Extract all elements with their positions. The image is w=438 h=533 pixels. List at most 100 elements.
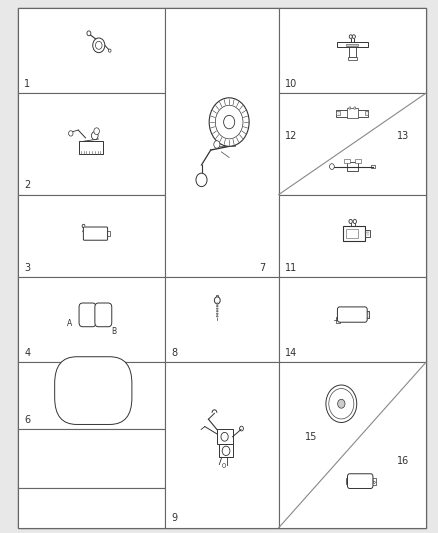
Circle shape	[87, 31, 91, 36]
Circle shape	[83, 386, 87, 391]
Ellipse shape	[216, 313, 218, 314]
Circle shape	[349, 35, 351, 38]
Text: 3: 3	[24, 263, 30, 273]
Bar	[18, 93, 164, 195]
Text: 7: 7	[258, 263, 265, 273]
Ellipse shape	[328, 389, 353, 419]
Text: 9: 9	[171, 513, 177, 523]
Text: 13: 13	[396, 131, 409, 141]
Circle shape	[222, 446, 230, 456]
Bar	[345, 229, 357, 238]
Circle shape	[346, 481, 348, 484]
FancyBboxPatch shape	[55, 357, 131, 424]
Text: 4: 4	[24, 348, 30, 358]
Circle shape	[353, 107, 355, 109]
FancyBboxPatch shape	[347, 474, 372, 488]
Bar	[364, 230, 369, 237]
Bar	[79, 141, 103, 154]
Circle shape	[352, 220, 356, 223]
Ellipse shape	[325, 385, 356, 423]
Circle shape	[95, 391, 98, 394]
Text: 6: 6	[24, 415, 30, 425]
Circle shape	[215, 106, 243, 139]
Bar	[346, 109, 357, 118]
Circle shape	[195, 173, 207, 187]
Circle shape	[99, 386, 103, 391]
Circle shape	[337, 399, 344, 408]
Circle shape	[95, 42, 102, 50]
Bar	[336, 111, 339, 115]
Text: 15: 15	[304, 432, 317, 442]
Circle shape	[346, 479, 348, 481]
Bar	[346, 162, 357, 171]
Bar	[370, 165, 374, 168]
Circle shape	[370, 479, 372, 481]
Bar	[18, 195, 164, 277]
FancyBboxPatch shape	[83, 227, 107, 240]
FancyBboxPatch shape	[79, 303, 96, 327]
Bar	[18, 362, 164, 429]
Bar	[164, 277, 278, 362]
Circle shape	[348, 107, 350, 109]
Ellipse shape	[216, 305, 218, 307]
Bar	[18, 8, 164, 93]
Circle shape	[329, 164, 333, 169]
Circle shape	[222, 464, 225, 467]
Bar	[348, 47, 355, 57]
Bar	[347, 57, 356, 60]
Text: 8: 8	[171, 348, 177, 358]
Circle shape	[351, 35, 355, 38]
Text: 12: 12	[285, 131, 297, 141]
Ellipse shape	[216, 308, 218, 309]
Bar	[345, 44, 357, 46]
Bar	[354, 159, 360, 163]
Bar	[18, 277, 164, 362]
Ellipse shape	[216, 303, 218, 304]
Bar	[216, 135, 235, 147]
Bar	[364, 111, 367, 115]
Bar	[216, 295, 218, 297]
Bar	[335, 317, 339, 322]
Bar	[18, 429, 164, 488]
FancyBboxPatch shape	[95, 303, 112, 327]
Bar	[343, 226, 364, 241]
Bar	[343, 159, 349, 163]
FancyBboxPatch shape	[337, 307, 366, 322]
Bar	[164, 8, 278, 277]
Bar	[370, 478, 375, 485]
Circle shape	[91, 132, 98, 140]
Text: A: A	[67, 319, 72, 328]
Circle shape	[348, 220, 351, 223]
Circle shape	[108, 49, 111, 52]
Bar	[278, 93, 425, 195]
Bar	[278, 8, 425, 93]
Bar	[106, 231, 110, 236]
Circle shape	[91, 386, 95, 391]
Bar	[345, 478, 349, 484]
Text: 16: 16	[396, 456, 409, 466]
Text: 11: 11	[285, 263, 297, 273]
Ellipse shape	[216, 311, 218, 312]
Bar	[278, 195, 425, 277]
Ellipse shape	[216, 316, 218, 317]
Circle shape	[94, 128, 99, 134]
Text: 2: 2	[24, 180, 30, 190]
Bar	[216, 430, 232, 444]
Circle shape	[372, 481, 374, 483]
Bar	[364, 311, 369, 318]
Text: 14: 14	[285, 348, 297, 358]
Circle shape	[213, 141, 219, 148]
Bar	[219, 444, 232, 457]
Text: 10: 10	[285, 79, 297, 89]
Circle shape	[220, 432, 228, 441]
Bar	[336, 42, 367, 47]
Bar	[278, 362, 425, 528]
Circle shape	[68, 131, 73, 136]
Bar	[164, 362, 278, 528]
Text: 1: 1	[24, 79, 30, 89]
Bar	[278, 277, 425, 362]
Circle shape	[88, 391, 91, 394]
Bar	[18, 488, 164, 528]
Text: B: B	[110, 327, 116, 336]
Bar	[336, 110, 367, 117]
